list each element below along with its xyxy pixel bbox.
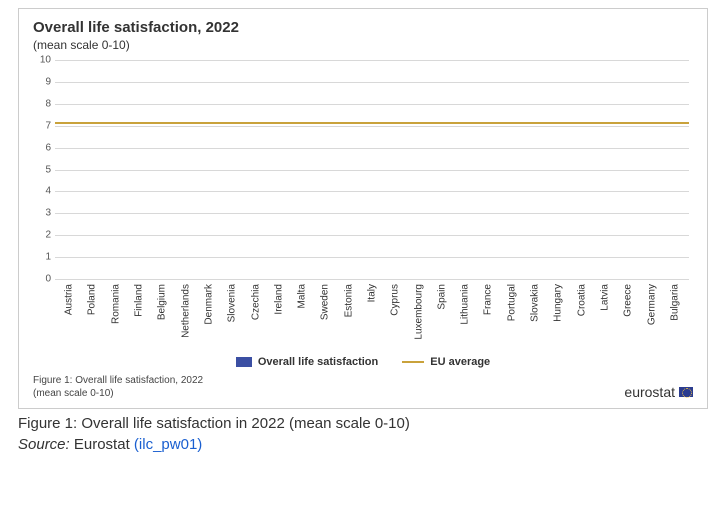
x-label: Czechia (250, 284, 261, 320)
legend-item-line: EU average (402, 356, 490, 368)
x-label: Sweden (320, 284, 331, 320)
line-swatch (402, 361, 424, 363)
y-tick-label: 2 (37, 230, 51, 241)
x-label: Netherlands (180, 284, 191, 338)
x-axis-labels: Austria Poland Romania Finland Belgium Nether… (55, 280, 689, 352)
x-label: Greece (623, 284, 634, 317)
plot-area: 012345678910 AustriaPolandRomaniaFinland… (33, 60, 693, 352)
x-label: Luxembourg (413, 284, 424, 340)
legend-item-bars: Overall life satisfaction (236, 356, 378, 368)
y-tick-label: 6 (37, 142, 51, 153)
y-tick-label: 9 (37, 76, 51, 87)
x-label: Austria (64, 284, 75, 315)
x-label: Italy (367, 284, 378, 302)
x-label: Hungary (553, 284, 564, 322)
source-name: Eurostat (74, 436, 130, 453)
source-link[interactable]: (ilc_pw01) (134, 436, 202, 453)
x-label: Belgium (157, 284, 168, 320)
x-label: Latvia (599, 284, 610, 311)
inner-figure-caption: Figure 1: Overall life satisfaction, 202… (33, 374, 693, 400)
legend: Overall life satisfaction EU average (33, 356, 693, 368)
reference-line (55, 122, 689, 124)
x-label: Slovenia (227, 284, 238, 322)
x-label: Malta (297, 284, 308, 308)
x-label: Germany (646, 284, 657, 325)
x-label: Romania (110, 284, 121, 324)
x-label: Cyprus (390, 284, 401, 316)
eu-flag-icon (679, 387, 693, 397)
legend-label-line: EU average (430, 356, 490, 368)
x-label: Lithuania (460, 284, 471, 325)
y-tick-label: 4 (37, 186, 51, 197)
figure-caption: Figure 1: Overall life satisfaction in 2… (18, 415, 708, 432)
x-label: Denmark (203, 284, 214, 325)
y-tick-label: 7 (37, 120, 51, 131)
chart-container: Overall life satisfaction, 2022 (mean sc… (18, 8, 708, 409)
legend-label-bars: Overall life satisfaction (258, 356, 378, 368)
y-tick-label: 5 (37, 164, 51, 175)
y-tick-label: 3 (37, 208, 51, 219)
x-label: Portugal (506, 284, 517, 321)
x-label: Spain (436, 284, 447, 310)
chart-title: Overall life satisfaction, 2022 (33, 19, 693, 36)
x-label: Bulgaria (669, 284, 680, 321)
x-label: France (483, 284, 494, 315)
x-label: Poland (87, 284, 98, 315)
x-label: Slovakia (530, 284, 541, 322)
chart-subtitle: (mean scale 0-10) (33, 38, 693, 52)
y-tick-label: 1 (37, 252, 51, 263)
x-label: Ireland (273, 284, 284, 315)
x-label: Finland (134, 284, 145, 317)
source-label: Source: (18, 436, 70, 453)
bars-group (55, 60, 689, 279)
y-tick-label: 10 (37, 55, 51, 66)
y-tick-label: 0 (37, 274, 51, 285)
eurostat-brand: eurostat (624, 384, 693, 400)
x-label: Croatia (576, 284, 587, 316)
x-label: Estonia (343, 284, 354, 317)
y-tick-label: 8 (37, 98, 51, 109)
source-line: Source: Eurostat (ilc_pw01) (18, 436, 708, 453)
bar-swatch (236, 357, 252, 367)
